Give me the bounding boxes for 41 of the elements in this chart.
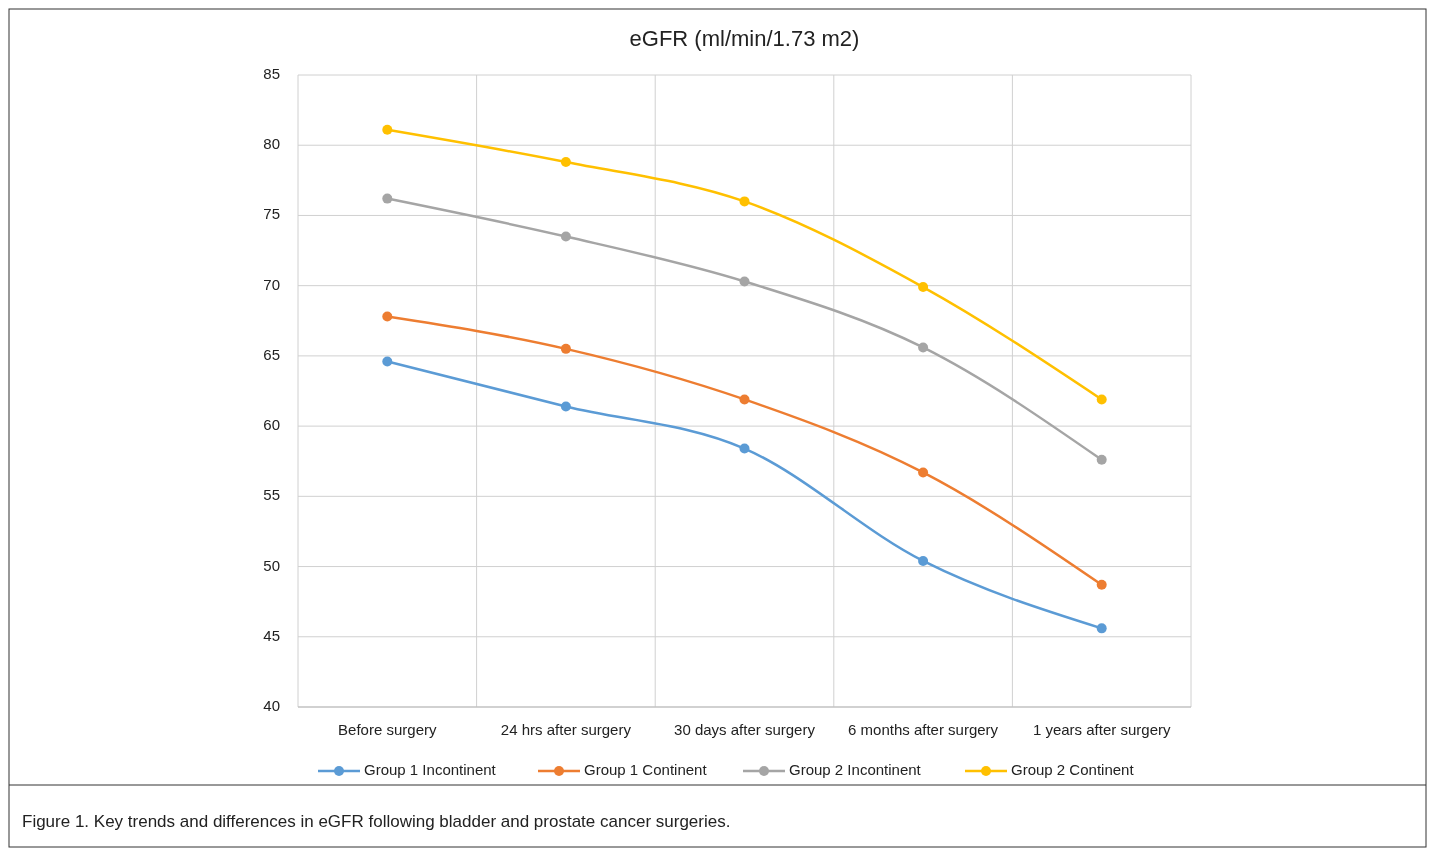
point	[1096, 623, 1107, 634]
point	[560, 343, 571, 354]
point	[739, 394, 750, 405]
point	[739, 196, 750, 207]
point	[739, 443, 750, 454]
legend-label: Group 1 Continent	[584, 760, 708, 778]
y-tick-label: 60	[263, 416, 280, 434]
x-tick-label: 30 days after surgery	[674, 720, 816, 738]
point	[382, 356, 393, 367]
legend-label: Group 1 Incontinent	[364, 760, 497, 778]
x-tick-label: Before surgery	[338, 720, 437, 738]
point	[382, 311, 393, 322]
legend-label: Group 2 Continent	[1011, 760, 1135, 778]
point	[1096, 394, 1107, 405]
legend-label: Group 2 Incontinent	[789, 760, 922, 778]
x-tick-label: 1 years after surgery	[1032, 720, 1171, 738]
point	[382, 124, 393, 135]
y-tick-label: 80	[263, 135, 280, 153]
x-tick-label: 24 hrs after surgery	[500, 720, 632, 738]
y-tick-label: 50	[263, 556, 280, 574]
point	[918, 282, 929, 293]
point	[918, 555, 929, 566]
point	[382, 193, 393, 204]
y-tick-label: 40	[263, 696, 280, 714]
y-tick-label: 85	[263, 64, 280, 82]
caption: Figure 1. Key trends and differences in eGFR following bladder and prostate cancer surgeries.	[22, 812, 731, 832]
y-tick-label: 45	[263, 626, 280, 644]
point	[739, 276, 750, 287]
point	[1096, 579, 1107, 590]
y-tick-label: 65	[263, 345, 280, 363]
y-tick-label: 75	[263, 205, 280, 223]
point	[560, 231, 571, 242]
point	[1096, 454, 1107, 465]
chart-title: eGFR (ml/min/1.73 m2)	[629, 25, 860, 51]
point	[918, 467, 929, 478]
point	[560, 401, 571, 412]
y-tick-label: 70	[263, 275, 280, 293]
point	[560, 157, 571, 168]
point	[918, 342, 929, 353]
x-tick-label: 6 months after surgery	[848, 720, 999, 738]
y-tick-label: 55	[263, 486, 280, 504]
